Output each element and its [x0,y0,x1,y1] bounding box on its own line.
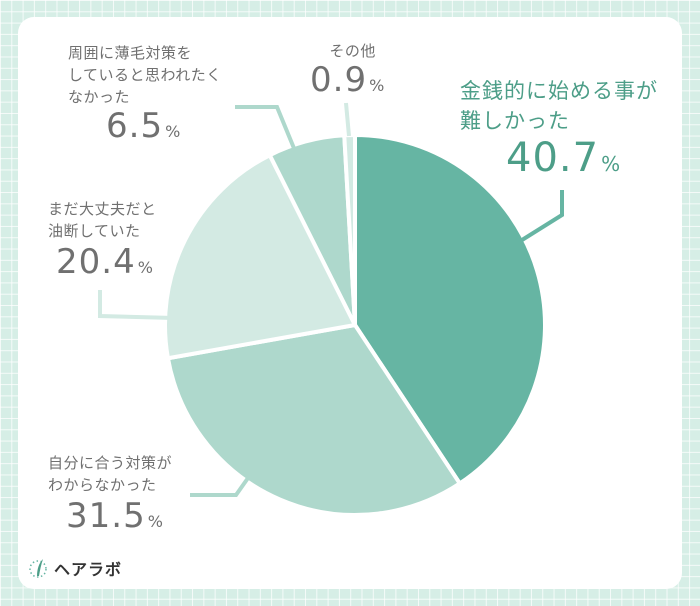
label-careless-value: 20.4% [56,242,154,282]
label-careless-line1: まだ大丈夫だと [48,200,157,218]
pie-slices [163,133,547,517]
label-others-see-line1: 周囲に薄毛対策を [68,44,193,62]
label-fit: 自分に合う対策が わからなかった 31.5% [48,452,172,540]
label-money: 金銭的に始める事が 難しかった 40.7% [460,76,658,186]
label-fit-line1: 自分に合う対策が [48,454,173,472]
brand-name: ヘアラボ [54,560,123,579]
label-money-value: 40.7% [506,135,622,181]
label-others-see-line2: していると思われたく [68,66,222,84]
brand-logo: ヘアラボ [28,556,122,580]
pie-slice-2 [163,153,357,361]
leader-line-other [344,102,351,137]
label-others-see: 周囲に薄毛対策を していると思われたく なかった 6.5% [68,42,222,150]
label-fit-line2: わからなかった [48,476,157,494]
leader-line-careless [98,290,175,320]
label-careless-line2: 油断していた [48,222,141,240]
label-other-line1: その他 [329,42,376,60]
label-money-line2: 難しかった [460,109,570,133]
label-others-see-line3: なかった [68,88,131,106]
label-money-line1: 金銭的に始める事が [460,79,658,103]
leader-line-money [520,190,564,242]
pie-slice-1 [165,323,462,517]
label-others-see-value: 6.5% [106,106,182,146]
label-fit-value: 31.5% [66,496,164,536]
hair-leaf-icon [29,559,47,578]
label-other-value: 0.9% [310,60,386,100]
leader-line-fit [190,476,250,497]
label-other: その他 0.9% [310,40,385,104]
label-careless: まだ大丈夫だと 油断していた 20.4% [48,198,157,286]
leader-line-others-see [235,105,300,159]
